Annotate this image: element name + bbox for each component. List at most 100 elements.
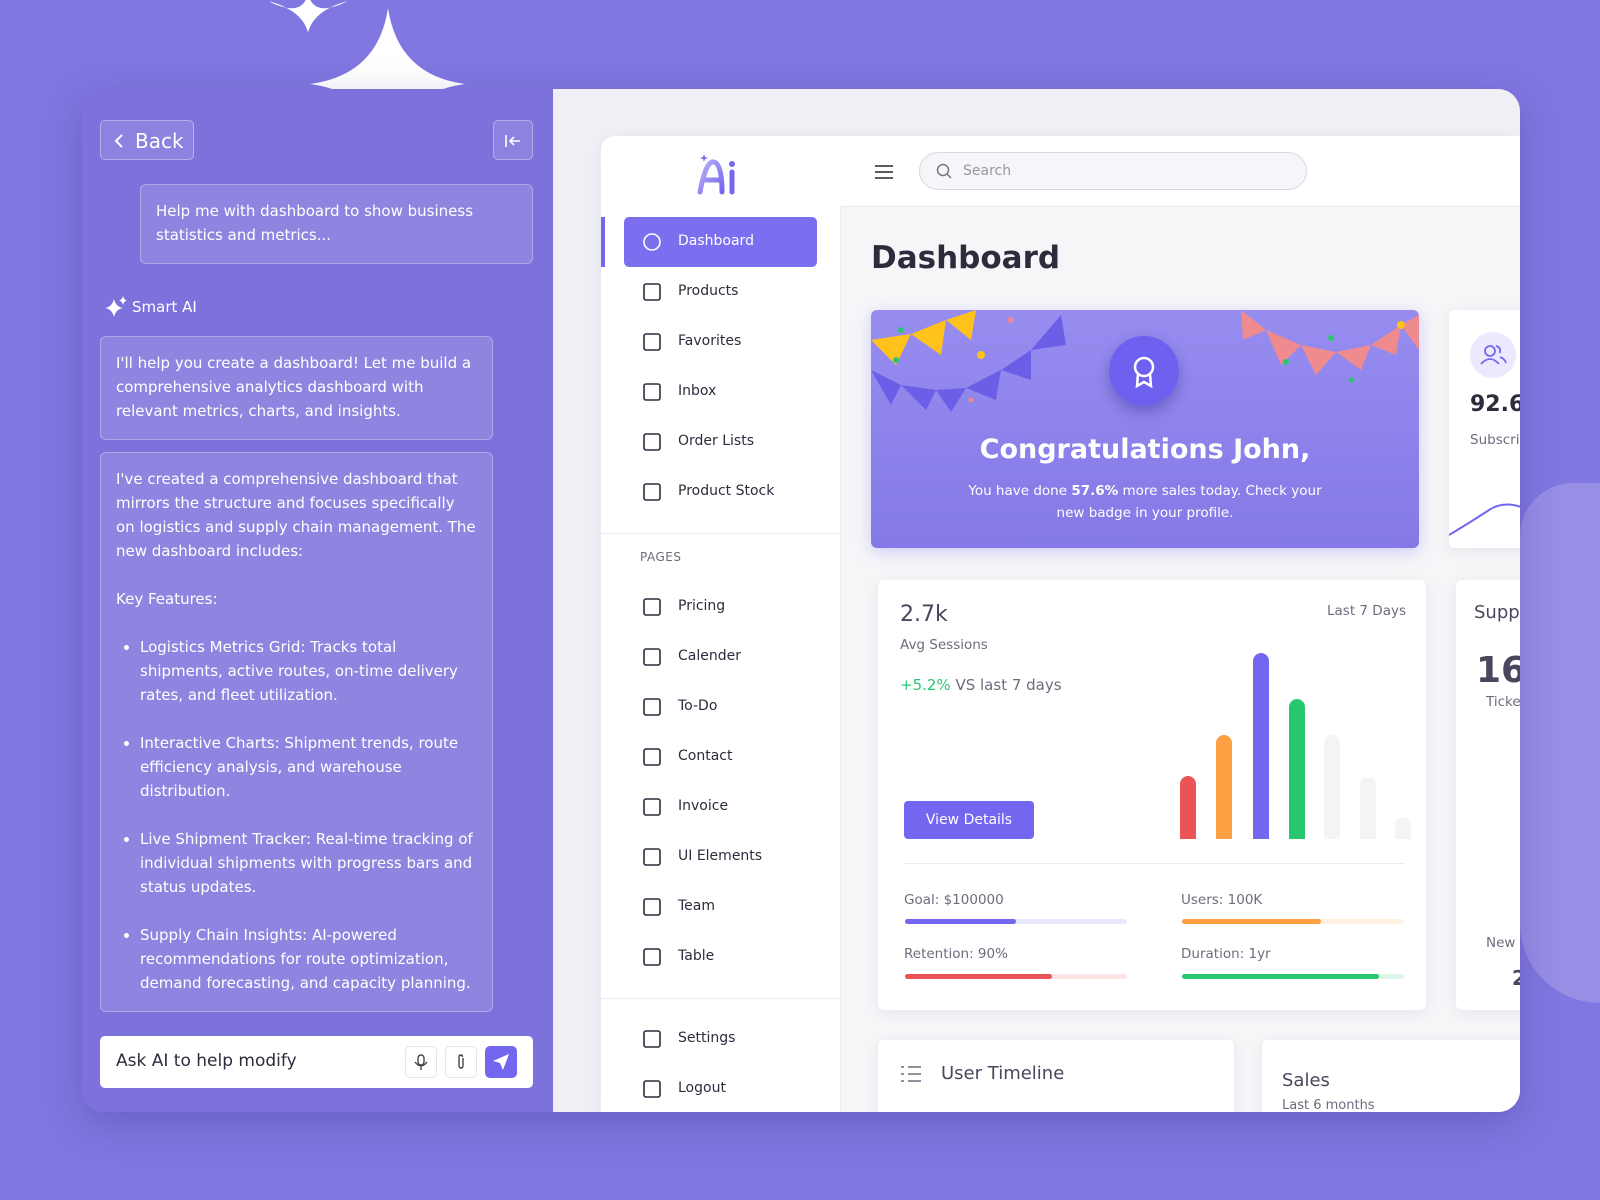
- mic-icon: [414, 1054, 428, 1070]
- chart-bar: [1253, 653, 1269, 839]
- nav-label: Dashboard: [678, 233, 754, 249]
- nav-item[interactable]: Team: [624, 882, 817, 932]
- nav-item[interactable]: Products: [624, 267, 817, 317]
- nav-icon: [643, 948, 661, 966]
- nav-item[interactable]: Settings: [624, 1014, 817, 1064]
- nav-icon: [643, 283, 661, 301]
- nav-item[interactable]: To-Do: [624, 682, 817, 732]
- nav-item[interactable]: Dashboard: [624, 217, 817, 267]
- nav-icon-shape: [643, 483, 661, 501]
- attach-icon: [458, 1054, 464, 1069]
- nav-item[interactable]: UI Elements: [624, 832, 817, 882]
- badge-icon: [1133, 356, 1155, 389]
- chat-panel: [82, 89, 553, 1112]
- nav-icon-shape: [643, 698, 661, 716]
- nav-icon: [643, 598, 661, 616]
- logo: [697, 154, 735, 195]
- nav-item[interactable]: Contact: [624, 732, 817, 782]
- subscribers-label: Subscribers: [1470, 432, 1520, 448]
- attach-button[interactable]: [445, 1046, 477, 1078]
- nav-icon-shape: [643, 233, 661, 251]
- nav-item[interactable]: Table: [624, 932, 817, 982]
- users-icon: [1480, 345, 1507, 365]
- banner-text-part: You have done: [968, 483, 1072, 499]
- nav-label: Settings: [678, 1030, 736, 1046]
- nav-item[interactable]: Calender: [624, 632, 817, 682]
- search-placeholder: Search: [963, 163, 1012, 179]
- menu-icon[interactable]: [874, 164, 894, 180]
- nav-icon-shape: [643, 383, 661, 401]
- banner-heading: Congratulations John,: [979, 434, 1311, 465]
- view-details-button[interactable]: View Details: [904, 801, 1034, 839]
- small-sparkle: [270, 0, 348, 33]
- chart-bar: [1324, 735, 1340, 839]
- divider: [601, 533, 840, 534]
- nav-icon: [643, 433, 661, 451]
- nav-icon-shape: [643, 948, 661, 966]
- timeline-card: User Timeline: [878, 1040, 1234, 1112]
- nav-icon: [643, 233, 661, 251]
- page-title: Dashboard: [871, 240, 1061, 276]
- ai-icon: [105, 296, 127, 317]
- bg-blob: [1520, 483, 1600, 1003]
- support-card: Support 163 Tickets New 2: [1456, 580, 1520, 1010]
- nav-label: Products: [678, 283, 739, 299]
- feature-item: Supply Chain Insights: AI-powered recomm…: [140, 923, 477, 995]
- nav-icon: [643, 748, 661, 766]
- nav-icon-shape: [643, 748, 661, 766]
- back-button[interactable]: Back: [100, 120, 194, 160]
- send-button[interactable]: [485, 1046, 517, 1078]
- nav-item[interactable]: Logout: [624, 1064, 817, 1112]
- feature-item: Live Shipment Tracker: Real-time trackin…: [140, 827, 477, 899]
- nav-item[interactable]: Order Lists: [624, 417, 817, 467]
- divider: [601, 998, 840, 999]
- sessions-period: Last 7 Days: [1327, 603, 1406, 619]
- nav-icon-shape: [643, 1030, 661, 1048]
- feature-item: Logistics Metrics Grid: Tracks total shi…: [140, 635, 477, 707]
- pages-heading: PAGES: [640, 550, 682, 564]
- progress-fill: [1182, 974, 1379, 979]
- nav-icon: [643, 848, 661, 866]
- sidebar: [601, 136, 841, 1112]
- nav-item[interactable]: Inbox: [624, 367, 817, 417]
- nav-icon-shape: [643, 798, 661, 816]
- mic-button[interactable]: [405, 1046, 437, 1078]
- collapse-button[interactable]: [493, 120, 533, 160]
- banner-highlight: 57.6%: [1071, 483, 1119, 499]
- list-icon: [901, 1066, 921, 1082]
- nav-icon: [643, 483, 661, 501]
- new-tickets-label: New: [1486, 935, 1516, 951]
- chart-bar: [1216, 735, 1232, 839]
- new-tickets-value: 2: [1512, 966, 1520, 990]
- chat-input[interactable]: Ask AI to help modify: [100, 1036, 533, 1088]
- goal-label: Users: 100K: [1181, 892, 1263, 908]
- nav-icon-shape: [643, 648, 661, 666]
- nav-item[interactable]: Pricing: [624, 582, 817, 632]
- bunting: [871, 310, 1419, 412]
- nav-label: Contact: [678, 748, 733, 764]
- frame-content: Back Help me with dashboard to show busi…: [82, 89, 1520, 1112]
- nav-icon-shape: [643, 433, 661, 451]
- sales-subtitle: Last 6 months: [1282, 1098, 1375, 1112]
- nav-item[interactable]: Invoice: [624, 782, 817, 832]
- nav-icon: [643, 648, 661, 666]
- nav-icon: [643, 798, 661, 816]
- nav-label: Logout: [678, 1080, 726, 1096]
- nav-item[interactable]: Favorites: [624, 317, 817, 367]
- nav-label: Team: [678, 898, 716, 914]
- sales-card: Sales Last 6 months: [1262, 1040, 1520, 1112]
- search-box[interactable]: Search: [919, 152, 1307, 190]
- assistant-reply: I've created a comprehensive dashboard t…: [100, 452, 493, 1012]
- subscribers-sparkline: [1449, 503, 1520, 536]
- goal-label: Retention: 90%: [904, 946, 1008, 962]
- banner-text-part: more sales today. Check your new badge i…: [1056, 483, 1322, 521]
- input-placeholder: Ask AI to help modify: [116, 1051, 297, 1071]
- progress-fill: [1182, 919, 1321, 924]
- nav-icon: [643, 1080, 661, 1098]
- timeline-title: User Timeline: [941, 1063, 1065, 1084]
- collapse-icon: [505, 135, 520, 147]
- nav-item[interactable]: Product Stock: [624, 467, 817, 517]
- sparkles: [270, 0, 465, 160]
- nav-icon: [643, 383, 661, 401]
